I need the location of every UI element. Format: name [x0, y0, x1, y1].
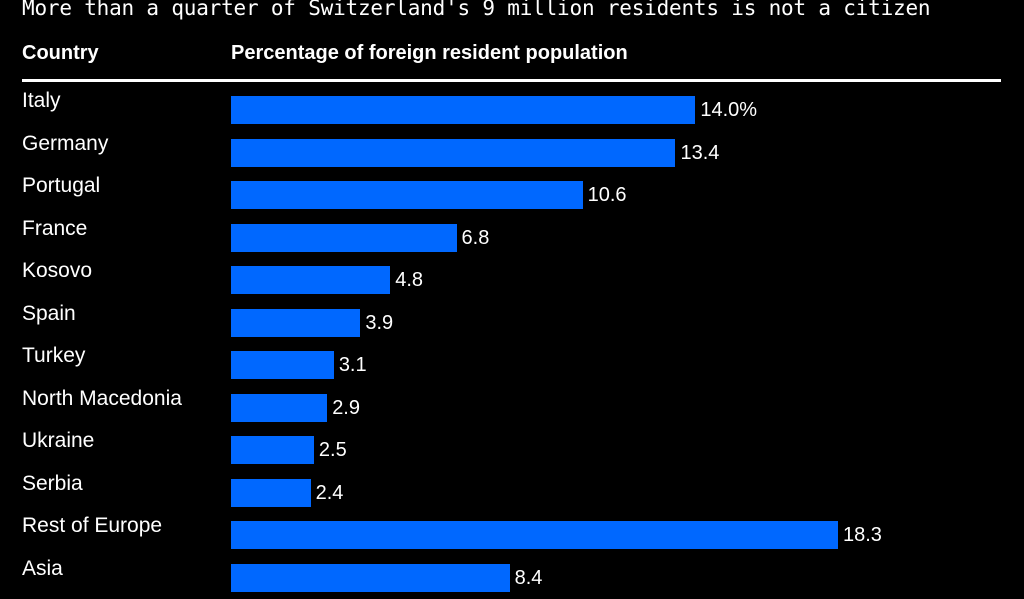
- value-label: 13.4: [680, 141, 720, 164]
- value-label: 6.8: [461, 226, 490, 249]
- chart-row: Rest of Europe 18.3: [0, 514, 1024, 556]
- value-label: 3.1: [338, 354, 367, 376]
- value-label: 18.3: [843, 524, 882, 546]
- value-label: 3.9: [365, 311, 394, 334]
- chart-row: France 6.8: [0, 217, 1024, 259]
- percentage-column-header: Percentage of foreign resident populatio…: [231, 42, 628, 64]
- bar: [231, 351, 334, 379]
- chart-row: Ukraine 2.5: [0, 429, 1024, 471]
- category-label: Turkey: [22, 344, 86, 367]
- bar: [231, 138, 676, 167]
- category-label: Kosovo: [22, 259, 93, 282]
- category-label: Germany: [22, 131, 109, 155]
- bar: [231, 563, 510, 592]
- chart-subtitle: More than a quarter of Switzerland's 9 m…: [22, 0, 931, 20]
- chart-row: Germany 13.4: [0, 132, 1024, 174]
- country-column-header: Country: [22, 42, 99, 64]
- chart-row: Turkey 3.1: [0, 344, 1024, 386]
- value-label: 2.9: [332, 396, 360, 419]
- chart-row: Kosovo 4.8: [0, 259, 1024, 301]
- value-label: 2.4: [315, 481, 344, 504]
- bar: [231, 181, 583, 209]
- chart-row: Portugal 10.6: [0, 174, 1024, 216]
- chart-row: Spain 3.9: [0, 302, 1024, 344]
- category-label: Portugal: [22, 174, 101, 197]
- chart-row: North Macedonia 2.9: [0, 387, 1024, 429]
- category-label: Rest of Europe: [22, 514, 163, 537]
- bar: [231, 436, 314, 464]
- category-label: Italy: [22, 89, 61, 112]
- bar: [231, 308, 361, 337]
- value-label: 14.0%: [700, 99, 758, 121]
- bar: [231, 266, 391, 294]
- bar: [231, 478, 311, 507]
- chart-row: Serbia 2.4: [0, 472, 1024, 514]
- value-label: 8.4: [514, 566, 543, 589]
- bar: [231, 393, 328, 422]
- category-label: France: [22, 216, 88, 240]
- value-label: 2.5: [318, 439, 347, 461]
- value-label: 10.6: [587, 184, 627, 206]
- bar: [231, 223, 457, 252]
- category-label: Serbia: [22, 471, 83, 495]
- category-label: Ukraine: [22, 429, 95, 452]
- category-label: Spain: [22, 301, 76, 325]
- header-divider: [22, 79, 1001, 82]
- bar: [231, 521, 838, 549]
- chart-row: Italy 14.0%: [0, 89, 1024, 131]
- category-label: Asia: [22, 556, 63, 580]
- category-label: North Macedonia: [22, 386, 182, 410]
- bar: [231, 96, 696, 124]
- value-label: 4.8: [395, 269, 424, 291]
- chart-row: Asia 8.4: [0, 557, 1024, 599]
